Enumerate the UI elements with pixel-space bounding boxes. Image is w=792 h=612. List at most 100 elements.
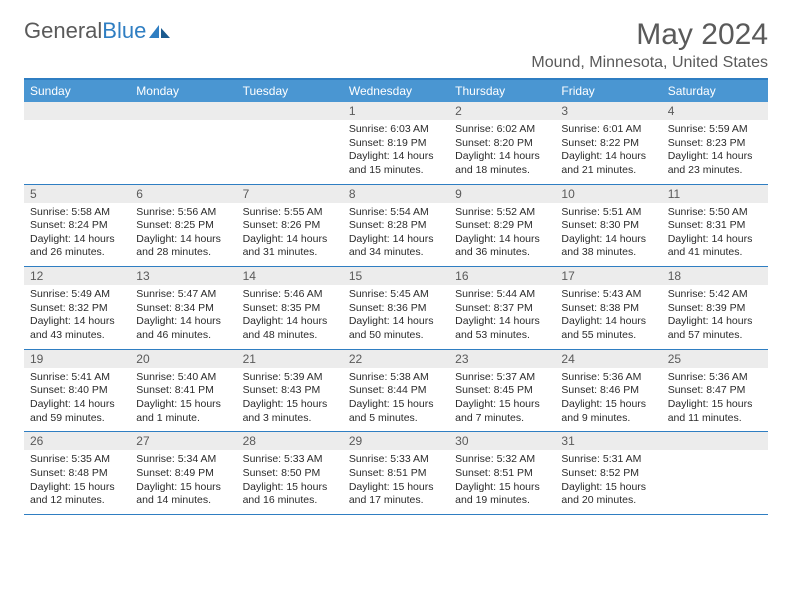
day-data: Sunrise: 5:33 AMSunset: 8:51 PMDaylight:…: [343, 450, 449, 514]
day-number: 3: [555, 102, 661, 120]
day-data: Sunrise: 6:03 AMSunset: 8:19 PMDaylight:…: [343, 120, 449, 184]
day-number: 14: [237, 267, 343, 285]
title-block: May 2024 Mound, Minnesota, United States: [531, 18, 768, 72]
day-data: Sunrise: 5:59 AMSunset: 8:23 PMDaylight:…: [662, 120, 768, 184]
day-cell: 11Sunrise: 5:50 AMSunset: 8:31 PMDayligh…: [662, 185, 768, 267]
day-number: 31: [555, 432, 661, 450]
logo-text: GeneralBlue: [24, 18, 146, 44]
day-number: 1: [343, 102, 449, 120]
day-cell: 29Sunrise: 5:33 AMSunset: 8:51 PMDayligh…: [343, 432, 449, 514]
day-data: Sunrise: 5:54 AMSunset: 8:28 PMDaylight:…: [343, 203, 449, 267]
day-number: 16: [449, 267, 555, 285]
day-cell: [662, 432, 768, 514]
day-cell: 28Sunrise: 5:33 AMSunset: 8:50 PMDayligh…: [237, 432, 343, 514]
day-cell: 15Sunrise: 5:45 AMSunset: 8:36 PMDayligh…: [343, 267, 449, 349]
day-data: Sunrise: 5:36 AMSunset: 8:47 PMDaylight:…: [662, 368, 768, 432]
day-number: 24: [555, 350, 661, 368]
day-cell: 24Sunrise: 5:36 AMSunset: 8:46 PMDayligh…: [555, 350, 661, 432]
day-number: 7: [237, 185, 343, 203]
day-cell: 20Sunrise: 5:40 AMSunset: 8:41 PMDayligh…: [130, 350, 236, 432]
day-number: 2: [449, 102, 555, 120]
day-cell: [24, 102, 130, 184]
day-cell: 19Sunrise: 5:41 AMSunset: 8:40 PMDayligh…: [24, 350, 130, 432]
day-number: 10: [555, 185, 661, 203]
day-cell: 13Sunrise: 5:47 AMSunset: 8:34 PMDayligh…: [130, 267, 236, 349]
day-cell: 3Sunrise: 6:01 AMSunset: 8:22 PMDaylight…: [555, 102, 661, 184]
day-data: Sunrise: 5:39 AMSunset: 8:43 PMDaylight:…: [237, 368, 343, 432]
day-number: 21: [237, 350, 343, 368]
week-row: 26Sunrise: 5:35 AMSunset: 8:48 PMDayligh…: [24, 432, 768, 515]
day-header-cell: Wednesday: [343, 80, 449, 102]
day-number: 23: [449, 350, 555, 368]
day-cell: 5Sunrise: 5:58 AMSunset: 8:24 PMDaylight…: [24, 185, 130, 267]
day-header-cell: Saturday: [662, 80, 768, 102]
day-cell: 2Sunrise: 6:02 AMSunset: 8:20 PMDaylight…: [449, 102, 555, 184]
day-header-cell: Thursday: [449, 80, 555, 102]
day-number: 19: [24, 350, 130, 368]
day-number: 25: [662, 350, 768, 368]
day-number: 20: [130, 350, 236, 368]
day-number: 29: [343, 432, 449, 450]
weeks-container: 1Sunrise: 6:03 AMSunset: 8:19 PMDaylight…: [24, 102, 768, 515]
calendar: SundayMondayTuesdayWednesdayThursdayFrid…: [24, 78, 768, 515]
day-cell: 22Sunrise: 5:38 AMSunset: 8:44 PMDayligh…: [343, 350, 449, 432]
day-data: Sunrise: 5:41 AMSunset: 8:40 PMDaylight:…: [24, 368, 130, 432]
day-number: [662, 432, 768, 450]
sail-icon: [148, 24, 172, 40]
week-row: 12Sunrise: 5:49 AMSunset: 8:32 PMDayligh…: [24, 267, 768, 350]
day-data: Sunrise: 5:51 AMSunset: 8:30 PMDaylight:…: [555, 203, 661, 267]
day-number: 27: [130, 432, 236, 450]
day-data: Sunrise: 5:40 AMSunset: 8:41 PMDaylight:…: [130, 368, 236, 432]
day-header-row: SundayMondayTuesdayWednesdayThursdayFrid…: [24, 80, 768, 102]
day-cell: 16Sunrise: 5:44 AMSunset: 8:37 PMDayligh…: [449, 267, 555, 349]
day-cell: 26Sunrise: 5:35 AMSunset: 8:48 PMDayligh…: [24, 432, 130, 514]
day-data: Sunrise: 5:55 AMSunset: 8:26 PMDaylight:…: [237, 203, 343, 267]
day-cell: 17Sunrise: 5:43 AMSunset: 8:38 PMDayligh…: [555, 267, 661, 349]
day-cell: 7Sunrise: 5:55 AMSunset: 8:26 PMDaylight…: [237, 185, 343, 267]
day-number: 22: [343, 350, 449, 368]
day-number: 11: [662, 185, 768, 203]
day-number: [24, 102, 130, 120]
day-data: Sunrise: 5:44 AMSunset: 8:37 PMDaylight:…: [449, 285, 555, 349]
day-cell: 25Sunrise: 5:36 AMSunset: 8:47 PMDayligh…: [662, 350, 768, 432]
day-data: Sunrise: 5:58 AMSunset: 8:24 PMDaylight:…: [24, 203, 130, 267]
day-data: Sunrise: 5:43 AMSunset: 8:38 PMDaylight:…: [555, 285, 661, 349]
day-number: 12: [24, 267, 130, 285]
day-data: Sunrise: 5:46 AMSunset: 8:35 PMDaylight:…: [237, 285, 343, 349]
day-cell: 4Sunrise: 5:59 AMSunset: 8:23 PMDaylight…: [662, 102, 768, 184]
day-number: 6: [130, 185, 236, 203]
day-number: 17: [555, 267, 661, 285]
day-data: Sunrise: 5:47 AMSunset: 8:34 PMDaylight:…: [130, 285, 236, 349]
logo-word-1: General: [24, 18, 102, 43]
day-cell: 21Sunrise: 5:39 AMSunset: 8:43 PMDayligh…: [237, 350, 343, 432]
day-data: Sunrise: 5:36 AMSunset: 8:46 PMDaylight:…: [555, 368, 661, 432]
day-number: 30: [449, 432, 555, 450]
day-cell: 23Sunrise: 5:37 AMSunset: 8:45 PMDayligh…: [449, 350, 555, 432]
day-cell: [130, 102, 236, 184]
day-data: Sunrise: 5:32 AMSunset: 8:51 PMDaylight:…: [449, 450, 555, 514]
day-data: Sunrise: 5:33 AMSunset: 8:50 PMDaylight:…: [237, 450, 343, 514]
day-data: Sunrise: 5:56 AMSunset: 8:25 PMDaylight:…: [130, 203, 236, 267]
day-cell: 14Sunrise: 5:46 AMSunset: 8:35 PMDayligh…: [237, 267, 343, 349]
day-number: [237, 102, 343, 120]
week-row: 19Sunrise: 5:41 AMSunset: 8:40 PMDayligh…: [24, 350, 768, 433]
header: GeneralBlue May 2024 Mound, Minnesota, U…: [24, 18, 768, 72]
day-cell: 6Sunrise: 5:56 AMSunset: 8:25 PMDaylight…: [130, 185, 236, 267]
day-cell: 10Sunrise: 5:51 AMSunset: 8:30 PMDayligh…: [555, 185, 661, 267]
day-data: Sunrise: 5:50 AMSunset: 8:31 PMDaylight:…: [662, 203, 768, 267]
day-cell: 12Sunrise: 5:49 AMSunset: 8:32 PMDayligh…: [24, 267, 130, 349]
day-cell: 1Sunrise: 6:03 AMSunset: 8:19 PMDaylight…: [343, 102, 449, 184]
day-number: 15: [343, 267, 449, 285]
day-data: Sunrise: 5:31 AMSunset: 8:52 PMDaylight:…: [555, 450, 661, 514]
day-number: 13: [130, 267, 236, 285]
day-data: Sunrise: 5:42 AMSunset: 8:39 PMDaylight:…: [662, 285, 768, 349]
day-header-cell: Monday: [130, 80, 236, 102]
day-number: 5: [24, 185, 130, 203]
day-header-cell: Friday: [555, 80, 661, 102]
day-number: [130, 102, 236, 120]
day-data: Sunrise: 5:38 AMSunset: 8:44 PMDaylight:…: [343, 368, 449, 432]
day-data: Sunrise: 5:49 AMSunset: 8:32 PMDaylight:…: [24, 285, 130, 349]
day-number: 9: [449, 185, 555, 203]
day-number: 28: [237, 432, 343, 450]
day-data: Sunrise: 5:35 AMSunset: 8:48 PMDaylight:…: [24, 450, 130, 514]
